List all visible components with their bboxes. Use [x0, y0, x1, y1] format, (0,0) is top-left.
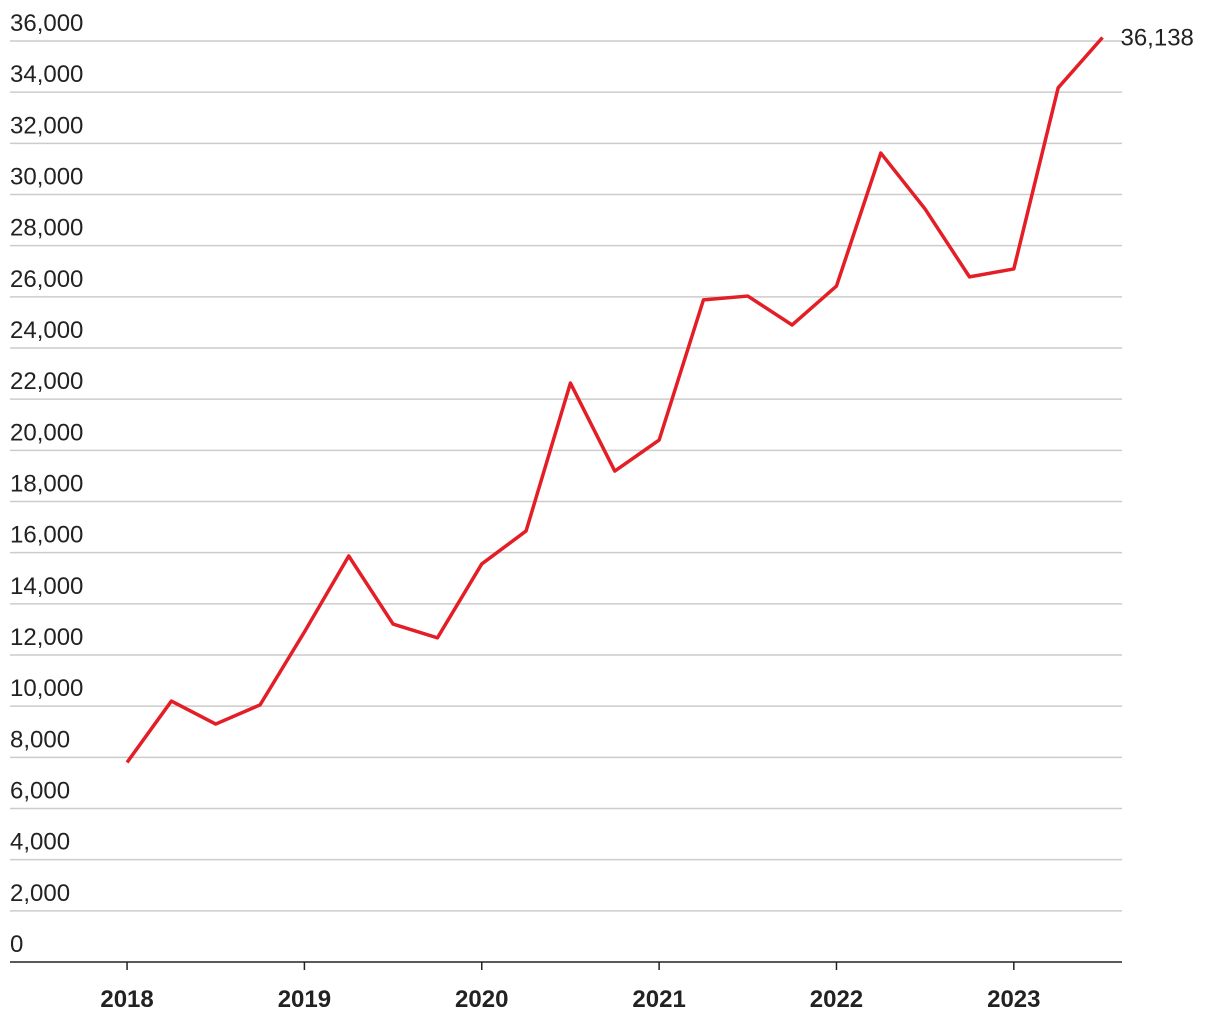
value-label: 36,138	[1120, 24, 1193, 51]
x-tick-label: 2023	[987, 986, 1040, 1013]
y-tick-label: 8,000	[10, 726, 70, 753]
y-tick-label: 10,000	[10, 675, 83, 702]
y-tick-label: 12,000	[10, 624, 83, 651]
y-tick-label: 34,000	[10, 61, 83, 88]
y-tick-label: 18,000	[10, 471, 83, 498]
x-tick-label: 2020	[455, 986, 508, 1013]
y-tick-label: 24,000	[10, 317, 83, 344]
y-tick-label: 26,000	[10, 266, 83, 293]
x-tick-label: 2021	[632, 986, 685, 1013]
y-tick-label: 28,000	[10, 215, 83, 242]
y-tick-label: 4,000	[10, 829, 70, 856]
data-line	[125, 36, 1104, 764]
x-tick-label: 2018	[100, 986, 153, 1013]
y-tick-label: 20,000	[10, 419, 83, 446]
y-tick-label: 32,000	[10, 112, 83, 139]
y-tick-label: 6,000	[10, 778, 70, 805]
x-tick-label: 2019	[278, 986, 331, 1013]
y-tick-label: 2,000	[10, 880, 70, 907]
y-tick-label: 0	[10, 931, 23, 958]
y-tick-label: 22,000	[10, 368, 83, 395]
y-tick-label: 14,000	[10, 573, 83, 600]
y-tick-label: 16,000	[10, 522, 83, 549]
x-tick-label: 2022	[810, 986, 863, 1013]
y-tick-label: 36,000	[10, 10, 83, 37]
y-tick-label: 30,000	[10, 164, 83, 191]
